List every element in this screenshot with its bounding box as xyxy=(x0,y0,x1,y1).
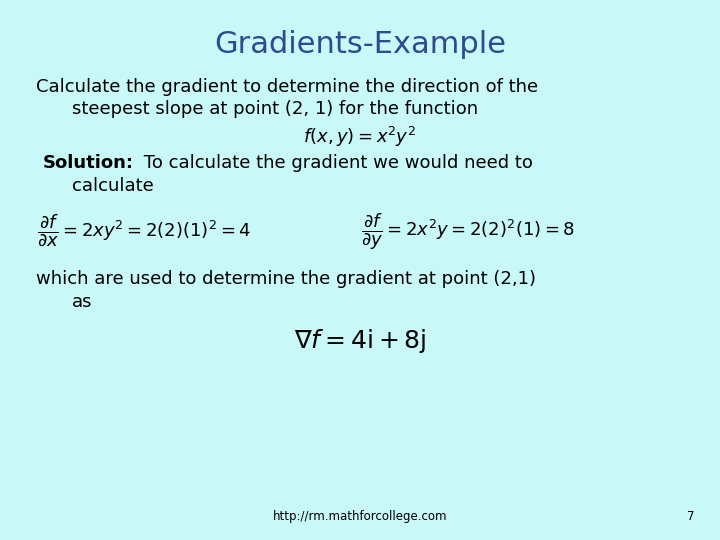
Text: steepest slope at point (2, 1) for the function: steepest slope at point (2, 1) for the f… xyxy=(72,100,478,118)
Text: which are used to determine the gradient at point (2,1): which are used to determine the gradient… xyxy=(36,270,536,288)
Text: $\nabla f = 4\mathrm{i} + 8\mathrm{j}$: $\nabla f = 4\mathrm{i} + 8\mathrm{j}$ xyxy=(294,327,426,355)
Text: calculate: calculate xyxy=(72,177,154,195)
Text: $\dfrac{\partial f}{\partial y} = 2x^2y = 2(2)^2(1) = 8$: $\dfrac{\partial f}{\partial y} = 2x^2y … xyxy=(361,212,575,252)
Text: $\dfrac{\partial f}{\partial x} = 2xy^2 = 2(2)(1)^2 = 4$: $\dfrac{\partial f}{\partial x} = 2xy^2 … xyxy=(37,212,251,247)
Text: $f(x,y)= x^2y^2$: $f(x,y)= x^2y^2$ xyxy=(303,125,417,150)
Text: Calculate the gradient to determine the direction of the: Calculate the gradient to determine the … xyxy=(36,78,538,96)
Text: Gradients-Example: Gradients-Example xyxy=(214,30,506,59)
Text: http://rm.mathforcollege.com: http://rm.mathforcollege.com xyxy=(273,510,447,523)
Text: To calculate the gradient we would need to: To calculate the gradient we would need … xyxy=(138,154,533,172)
Text: Solution:: Solution: xyxy=(43,154,134,172)
Text: 7: 7 xyxy=(688,510,695,523)
Text: as: as xyxy=(72,293,92,311)
